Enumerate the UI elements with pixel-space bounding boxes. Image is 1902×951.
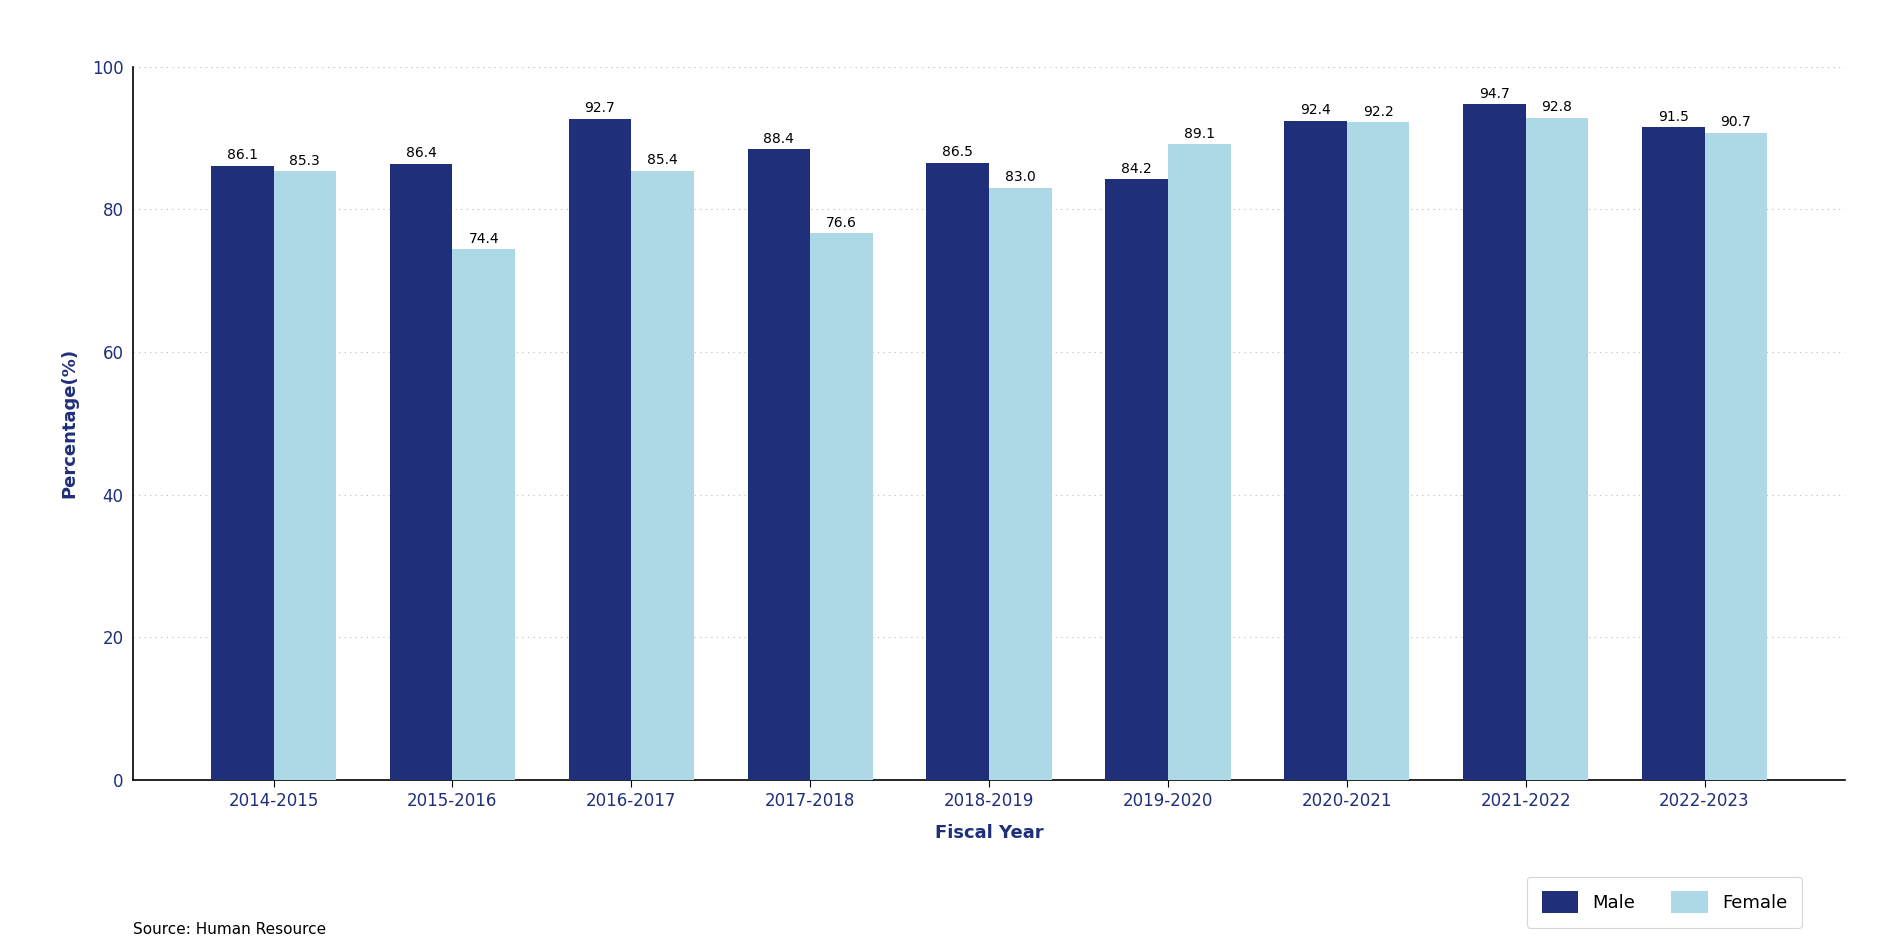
Bar (390, 164, 453, 780)
Bar (1284, 121, 1347, 780)
Text: 84.2: 84.2 (1122, 162, 1153, 176)
Legend: Male, Female: Male, Female (1527, 877, 1801, 928)
Bar (1168, 145, 1231, 780)
Bar (211, 165, 274, 780)
Bar (1347, 122, 1409, 780)
Bar (1704, 133, 1767, 780)
Text: 83.0: 83.0 (1004, 170, 1037, 184)
Text: 85.4: 85.4 (647, 153, 677, 167)
Text: 76.6: 76.6 (825, 216, 858, 230)
Bar (631, 170, 694, 780)
Bar (569, 119, 631, 780)
Bar (274, 171, 337, 780)
Bar (989, 187, 1052, 780)
X-axis label: Fiscal Year: Fiscal Year (934, 824, 1044, 842)
Bar (926, 163, 989, 780)
Bar (1105, 179, 1168, 780)
Text: Source: Human Resource: Source: Human Resource (133, 922, 327, 937)
Text: 88.4: 88.4 (763, 132, 795, 146)
Bar (1641, 127, 1704, 780)
Bar (747, 149, 810, 780)
Bar (810, 233, 873, 780)
Text: 92.8: 92.8 (1541, 101, 1573, 114)
Text: 91.5: 91.5 (1659, 109, 1689, 124)
Text: 86.4: 86.4 (405, 146, 437, 160)
Text: 94.7: 94.7 (1480, 87, 1510, 101)
Text: 74.4: 74.4 (468, 232, 498, 245)
Text: 86.1: 86.1 (226, 148, 259, 162)
Text: 92.4: 92.4 (1301, 104, 1331, 117)
Text: 92.7: 92.7 (584, 101, 616, 115)
Text: 89.1: 89.1 (1183, 126, 1215, 141)
Bar (453, 249, 515, 780)
Bar (1525, 118, 1588, 780)
Text: 85.3: 85.3 (289, 154, 320, 167)
Y-axis label: Percentage(%): Percentage(%) (59, 348, 78, 498)
Text: 86.5: 86.5 (941, 146, 974, 159)
Text: 90.7: 90.7 (1721, 115, 1752, 129)
Text: 92.2: 92.2 (1362, 105, 1394, 119)
Bar (1463, 105, 1525, 780)
